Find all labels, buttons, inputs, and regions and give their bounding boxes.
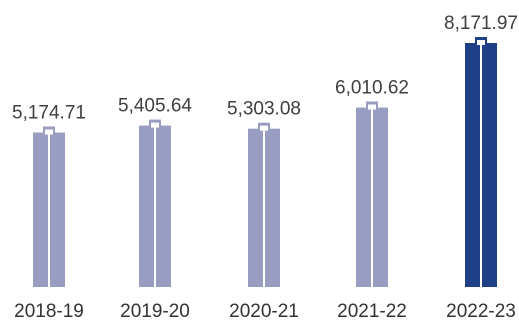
value-label: 6,010.62: [335, 78, 409, 99]
value-label: 5,405.64: [118, 96, 192, 117]
bar-2020-21: [248, 122, 280, 287]
bar-notch-inner: [151, 122, 159, 128]
bar-2021-22: [356, 101, 388, 287]
bar-notch-inner: [368, 104, 376, 110]
category-label: 2020-21: [229, 301, 299, 322]
category-label: 2018-19: [14, 301, 84, 322]
bar-center-line: [48, 134, 50, 287]
bars-group: [33, 37, 497, 287]
bar-notch-inner: [45, 129, 53, 135]
category-label: 2022-23: [446, 301, 516, 322]
bar-2019-20: [139, 119, 171, 287]
bar-notch-inner: [260, 125, 268, 131]
bar-notch-inner: [477, 40, 485, 45]
value-label: 8,171.97: [444, 13, 518, 34]
category-label: 2021-22: [337, 301, 407, 322]
bar-center-line: [371, 109, 373, 287]
bar-center-line: [480, 45, 482, 287]
bar-center-line: [154, 127, 156, 287]
value-label: 5,303.08: [227, 99, 301, 120]
bar-2018-19: [33, 126, 65, 287]
category-label: 2019-20: [120, 301, 190, 322]
category-labels-group: 2018-19 2019-20 2020-21 2021-22 2022-23: [14, 301, 516, 322]
value-label: 5,174.71: [12, 102, 86, 123]
value-labels-group: 5,174.71 5,405.64 5,303.08 6,010.62 8,171.97: [12, 13, 518, 123]
bar-2022-23: [465, 37, 497, 287]
bar-center-line: [263, 130, 265, 287]
